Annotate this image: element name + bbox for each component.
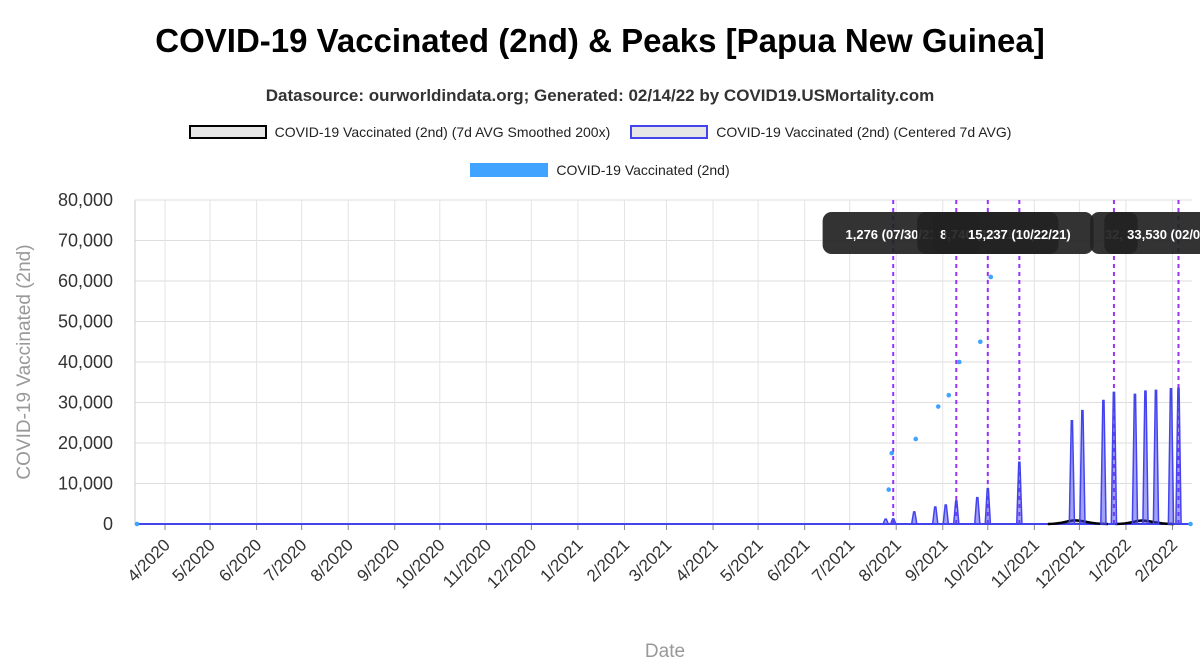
centered-spike — [1167, 387, 1175, 525]
centered-spike — [1100, 399, 1107, 525]
raw-data-point — [946, 392, 952, 398]
x-tick-label: 3/2021 — [625, 535, 675, 585]
y-tick-label: 60,000 — [58, 271, 113, 291]
raw-data-point — [1188, 521, 1193, 527]
x-tick-label: 1/2021 — [537, 535, 587, 585]
centered-spike — [1152, 389, 1160, 525]
raw-data-point — [913, 436, 919, 442]
centered-spike — [984, 487, 992, 525]
centered-spike — [889, 518, 897, 525]
centered-spike — [952, 500, 960, 525]
y-tick-label: 40,000 — [58, 352, 113, 372]
x-axis-title: Date — [645, 641, 685, 662]
legend-row-2: COVID-19 Vaccinated (2nd) — [0, 162, 1200, 178]
x-tick-label: 6/2020 — [215, 535, 265, 585]
centered-spike — [910, 511, 918, 525]
x-tick-label: 5/2021 — [717, 535, 767, 585]
centered-spike — [1015, 461, 1023, 525]
centered-spike — [1142, 390, 1149, 525]
legend-row-1: COVID-19 Vaccinated (2nd) (7d AVG Smooth… — [0, 124, 1200, 140]
legend-item-raw[interactable]: COVID-19 Vaccinated (2nd) — [470, 162, 730, 178]
y-tick-label: 10,000 — [58, 474, 113, 494]
legend-swatch-centered — [630, 125, 709, 139]
centered-spike — [1068, 419, 1076, 525]
y-tick-label: 0 — [103, 514, 113, 534]
chart-subtitle: Datasource: ourworldindata.org; Generate… — [265, 86, 935, 105]
y-tick-label: 50,000 — [58, 312, 113, 332]
legend-label-raw: COVID-19 Vaccinated (2nd) — [556, 162, 730, 178]
peak-label-text: 1,276 (07/30/21) — [846, 227, 941, 242]
raw-data-point — [977, 339, 983, 345]
x-tick-label: 12/2020 — [483, 535, 540, 592]
raw-data-point — [935, 404, 941, 409]
raw-data-point — [889, 450, 895, 456]
y-tick-label: 80,000 — [58, 190, 113, 210]
legend-swatch-raw — [470, 163, 549, 177]
x-tick-label: 5/2020 — [169, 535, 219, 585]
x-tick-label: 10/2020 — [392, 535, 449, 592]
x-tick-label: 8/2021 — [855, 535, 905, 585]
centered-spike — [1079, 409, 1086, 525]
legend-label-centered: COVID-19 Vaccinated (2nd) (Centered 7d A… — [716, 124, 1012, 140]
centered-spike — [1175, 387, 1182, 525]
centered-spike — [973, 496, 981, 525]
raw-data-point — [886, 487, 892, 492]
raw-data-point — [988, 274, 994, 280]
y-tick-label: 30,000 — [58, 393, 113, 413]
legend-item-centered[interactable]: COVID-19 Vaccinated (2nd) (Centered 7d A… — [630, 124, 1011, 140]
x-tick-label: 12/2021 — [1031, 535, 1088, 592]
y-axis-title: COVID-19 Vaccinated (2nd) — [14, 244, 35, 479]
y-tick-label: 70,000 — [58, 231, 113, 251]
peak-label-box — [945, 212, 1094, 254]
raw-data-point — [134, 521, 140, 527]
centered-spike — [881, 518, 890, 525]
x-tick-label: 7/2021 — [808, 535, 858, 585]
x-tick-label: 2/2021 — [583, 535, 633, 585]
centered-spike — [931, 506, 939, 525]
centered-spike — [942, 504, 950, 525]
smoothed-hump — [1047, 519, 1108, 526]
centered-spike — [1110, 391, 1118, 525]
x-tick-label: 6/2021 — [763, 535, 813, 585]
y-tick-label: 20,000 — [58, 433, 113, 453]
chart-title: COVID-19 Vaccinated (2nd) & Peaks [Papua… — [155, 22, 1045, 59]
raw-data-point — [956, 359, 962, 365]
centered-spike — [1131, 393, 1139, 525]
legend-label-smoothed: COVID-19 Vaccinated (2nd) (7d AVG Smooth… — [274, 124, 611, 140]
peak-label-text: 15,237 (10/22/21) — [968, 227, 1071, 242]
x-tick-label: 8/2020 — [307, 535, 357, 585]
legend-item-smoothed[interactable]: COVID-19 Vaccinated (2nd) (7d AVG Smooth… — [188, 124, 611, 140]
peak-label: 33,530 (02/05/22) — [1104, 212, 1200, 254]
peak-label-box — [1104, 212, 1200, 254]
x-tick-label: 10/2021 — [940, 535, 997, 592]
peak-label: 15,237 (10/22/21) — [945, 212, 1094, 254]
x-tick-label: 4/2021 — [672, 535, 722, 585]
x-tick-label: 1/2022 — [1085, 535, 1135, 585]
legend-swatch-smoothed — [188, 125, 267, 139]
x-tick-label: 7/2020 — [260, 535, 310, 585]
x-tick-label: 2/2022 — [1131, 535, 1181, 585]
peak-label-text: 33,530 (02/05/22) — [1127, 227, 1200, 242]
x-tick-label: 4/2020 — [124, 535, 174, 585]
